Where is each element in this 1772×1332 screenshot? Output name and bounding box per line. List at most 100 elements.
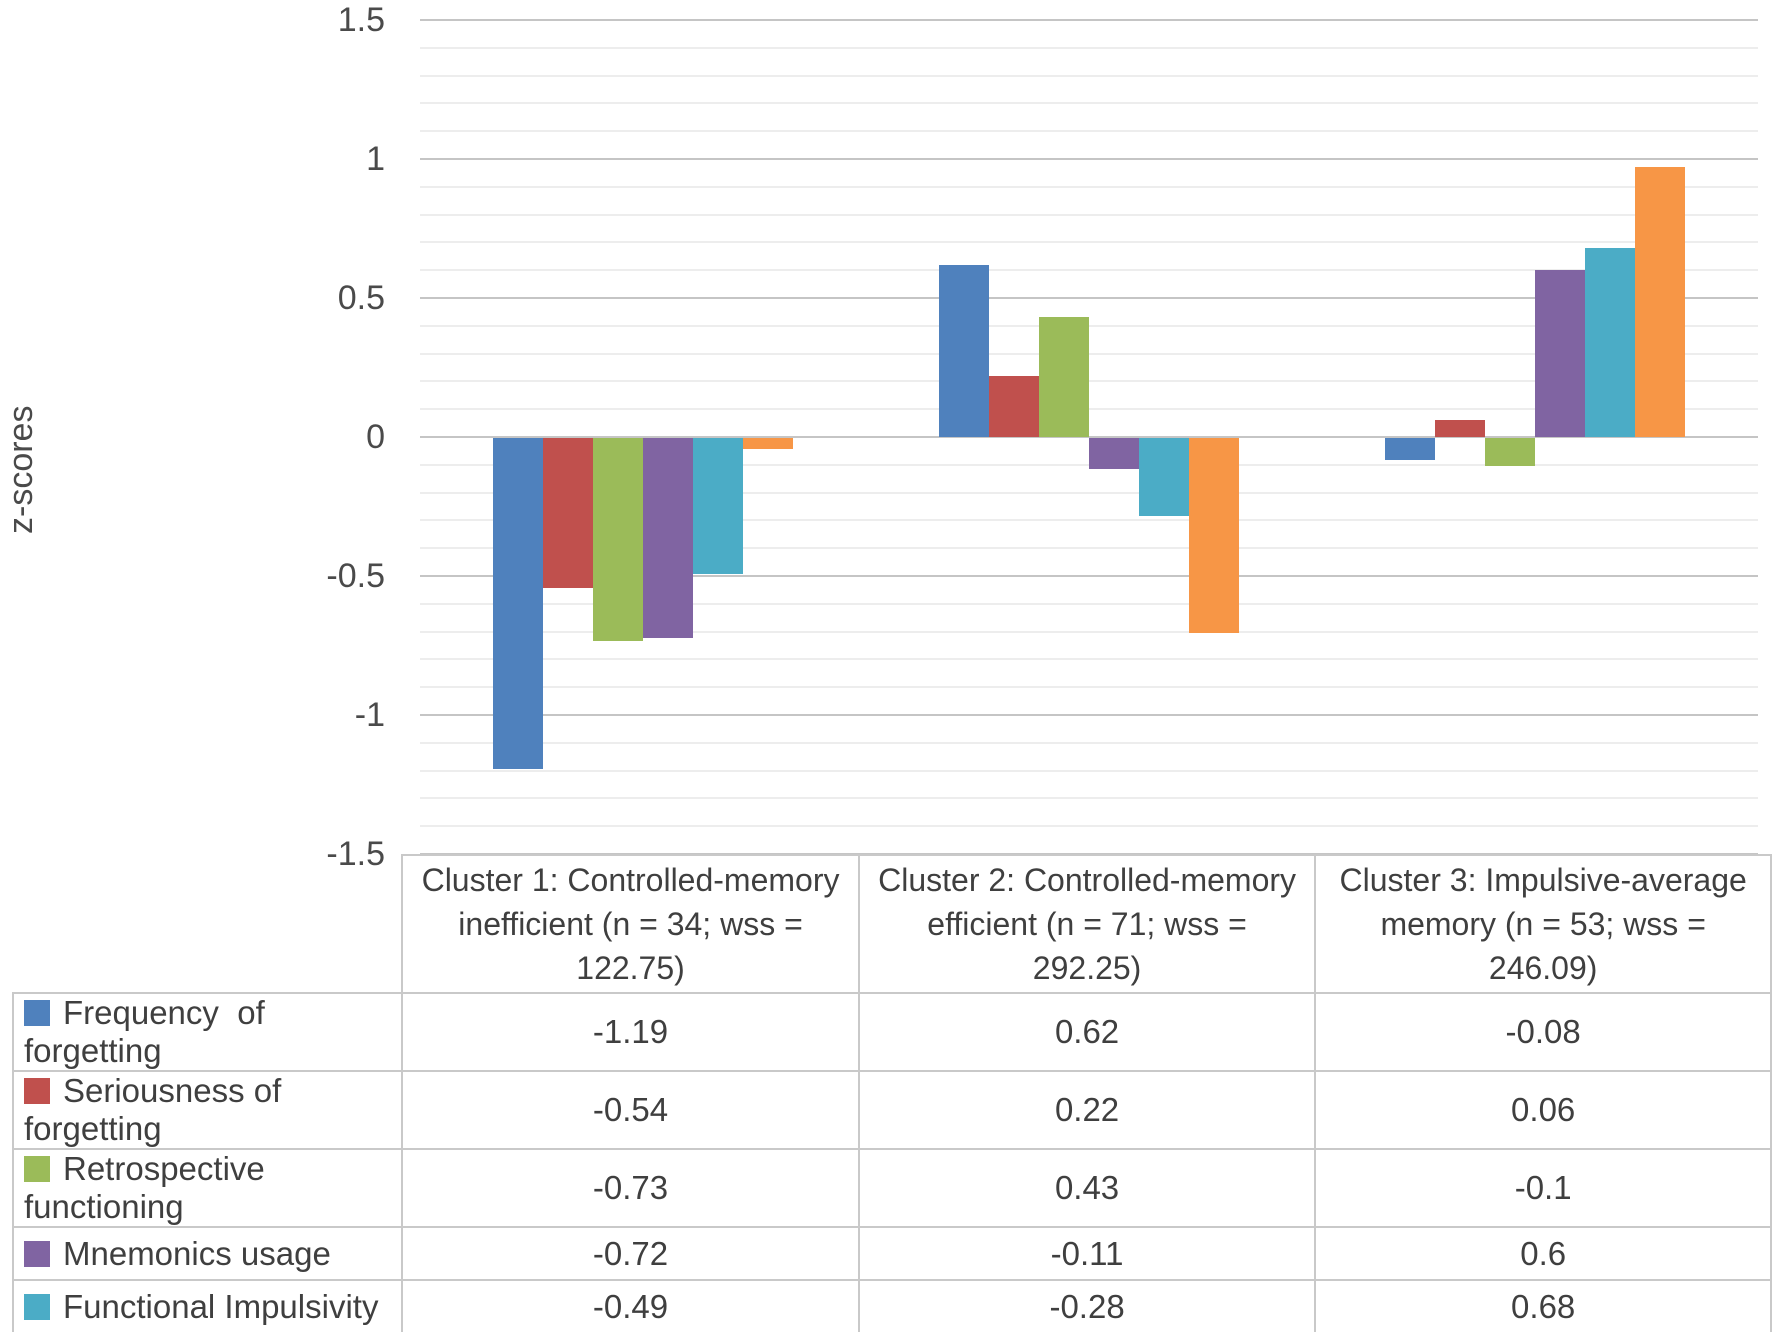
- table-header-row: Cluster 1: Controlled-memory inefficient…: [13, 853, 1772, 995]
- gridline-minor: [420, 825, 1758, 828]
- bar-series-4-cluster-1: [643, 438, 693, 639]
- legend-swatch-icon: [24, 1078, 50, 1105]
- gridline-major: [420, 575, 1758, 577]
- bar-series-4-cluster-3: [1535, 270, 1585, 437]
- value-cell-row-1-cluster-3: -0.08: [1314, 992, 1772, 1073]
- data-table-header: Cluster 1: Controlled-memory inefficient…: [13, 853, 1772, 995]
- gridline-minor: [420, 74, 1758, 77]
- y-axis-title: z-scores: [2, 405, 40, 535]
- gridline-minor: [420, 797, 1758, 800]
- gridline-minor: [420, 741, 1758, 744]
- gridline-major: [420, 158, 1758, 160]
- table-row: Frequency of forgetting -1.19 0.62 -0.08: [11, 992, 1772, 1073]
- plot-area: [420, 19, 1758, 855]
- bar-series-5-cluster-1: [693, 438, 743, 575]
- row-label-cell: Functional Impulsivity: [11, 1279, 404, 1332]
- gridline-major: [420, 436, 1758, 438]
- gridline-minor: [420, 130, 1758, 133]
- bar-series-2-cluster-1: [543, 438, 593, 589]
- value-cell-row-3-cluster-3: -0.1: [1314, 1148, 1772, 1229]
- row-label-cell: Retrospective functioning: [11, 1148, 404, 1229]
- value-cell-row-3-cluster-1: -0.73: [401, 1148, 860, 1229]
- table-corner-ghost-cell: [13, 855, 404, 995]
- gridline-minor: [420, 185, 1758, 188]
- y-tick-label: 1: [366, 140, 385, 178]
- row-label-text: Mnemonics usage: [63, 1234, 331, 1272]
- value-cell-row-2-cluster-3: 0.06: [1314, 1070, 1772, 1151]
- row-label-cell: Seriousness of forgetting: [11, 1070, 404, 1151]
- gridline-major: [420, 714, 1758, 716]
- table-row: Functional Impulsivity -0.49 -0.28 0.68: [11, 1279, 1772, 1332]
- row-label-text: Seriousness of forgetting: [24, 1072, 291, 1148]
- y-tick-label: 0: [366, 418, 385, 456]
- table-header-cluster-2: Cluster 2: Controlled-memory efficient (…: [857, 853, 1317, 995]
- row-label-cell: Frequency of forgetting: [11, 992, 404, 1073]
- table-row: Retrospective functioning -0.73 0.43 -0.1: [11, 1148, 1772, 1229]
- gridline-minor: [420, 547, 1758, 550]
- gridline-minor: [420, 46, 1758, 49]
- gridline-major: [420, 19, 1758, 21]
- value-cell-row-1-cluster-1: -1.19: [401, 992, 860, 1073]
- bar-series-4-cluster-2: [1089, 438, 1139, 469]
- gridline-minor: [420, 380, 1758, 383]
- gridline-minor: [420, 102, 1758, 105]
- data-table-body: Frequency of forgetting -1.19 0.62 -0.08 Ser…: [11, 992, 1772, 1332]
- bar-series-6-cluster-1: [743, 438, 793, 450]
- gridline-minor: [420, 686, 1758, 689]
- bar-series-5-cluster-3: [1585, 247, 1635, 437]
- value-cell-row-5-cluster-1: -0.49: [401, 1279, 860, 1332]
- bar-series-2-cluster-3: [1435, 420, 1485, 437]
- gridline-minor: [420, 213, 1758, 216]
- gridline-minor: [420, 408, 1758, 411]
- bar-series-5-cluster-2: [1139, 438, 1189, 516]
- value-cell-row-4-cluster-1: -0.72: [401, 1226, 860, 1282]
- bar-series-6-cluster-3: [1635, 167, 1685, 437]
- gridline-major: [420, 853, 1758, 855]
- value-cell-row-5-cluster-3: 0.68: [1314, 1279, 1772, 1332]
- legend-swatch-icon: [24, 1293, 50, 1320]
- data-table: Cluster 1: Controlled-memory inefficient…: [11, 853, 1772, 1332]
- value-cell-row-2-cluster-1: -0.54: [401, 1070, 860, 1151]
- value-cell-row-5-cluster-2: -0.28: [857, 1279, 1317, 1332]
- bar-series-1-cluster-1: [493, 438, 543, 769]
- gridline-minor: [420, 658, 1758, 661]
- row-label-text: Retrospective functioning: [24, 1150, 274, 1226]
- bar-series-2-cluster-2: [989, 375, 1039, 437]
- value-cell-row-4-cluster-3: 0.6: [1314, 1226, 1772, 1282]
- gridline-minor: [420, 602, 1758, 605]
- row-label-cell: Mnemonics usage: [11, 1226, 404, 1282]
- table-row: Mnemonics usage -0.72 -0.11 0.6: [11, 1226, 1772, 1282]
- value-cell-row-2-cluster-2: 0.22: [857, 1070, 1317, 1151]
- row-label-text: Frequency of forgetting: [24, 994, 274, 1070]
- y-tick-label: -1: [354, 696, 385, 734]
- gridline-minor: [420, 491, 1758, 494]
- gridline-minor: [420, 352, 1758, 355]
- bar-series-3-cluster-2: [1039, 317, 1089, 437]
- gridline-minor: [420, 241, 1758, 244]
- legend-swatch-icon: [24, 1000, 50, 1027]
- value-cell-row-3-cluster-2: 0.43: [857, 1148, 1317, 1229]
- row-label-text: Functional Impulsivity: [63, 1287, 379, 1325]
- bar-series-3-cluster-3: [1485, 438, 1535, 466]
- y-tick-label: 0.5: [337, 279, 385, 317]
- bar-series-6-cluster-2: [1189, 438, 1239, 633]
- gridline-minor: [420, 519, 1758, 522]
- y-tick-label: 1.5: [337, 1, 385, 39]
- value-cell-row-4-cluster-2: -0.11: [857, 1226, 1317, 1282]
- y-tick-label: -0.5: [326, 557, 385, 595]
- gridline-major: [420, 297, 1758, 299]
- bar-series-1-cluster-2: [939, 264, 989, 437]
- table-row: Seriousness of forgetting -0.54 0.22 0.06: [11, 1070, 1772, 1151]
- bar-series-3-cluster-1: [593, 438, 643, 641]
- bar-series-1-cluster-3: [1385, 438, 1435, 461]
- table-header-cluster-3: Cluster 3: Impulsive-average memory (n =…: [1314, 853, 1772, 995]
- gridline-minor: [420, 769, 1758, 772]
- gridline-minor: [420, 324, 1758, 327]
- table-header-cluster-1: Cluster 1: Controlled-memory inefficient…: [401, 853, 860, 995]
- value-cell-row-1-cluster-2: 0.62: [857, 992, 1317, 1073]
- gridline-minor: [420, 269, 1758, 272]
- legend-swatch-icon: [24, 1240, 50, 1267]
- gridline-minor: [420, 630, 1758, 633]
- legend-swatch-icon: [24, 1156, 50, 1183]
